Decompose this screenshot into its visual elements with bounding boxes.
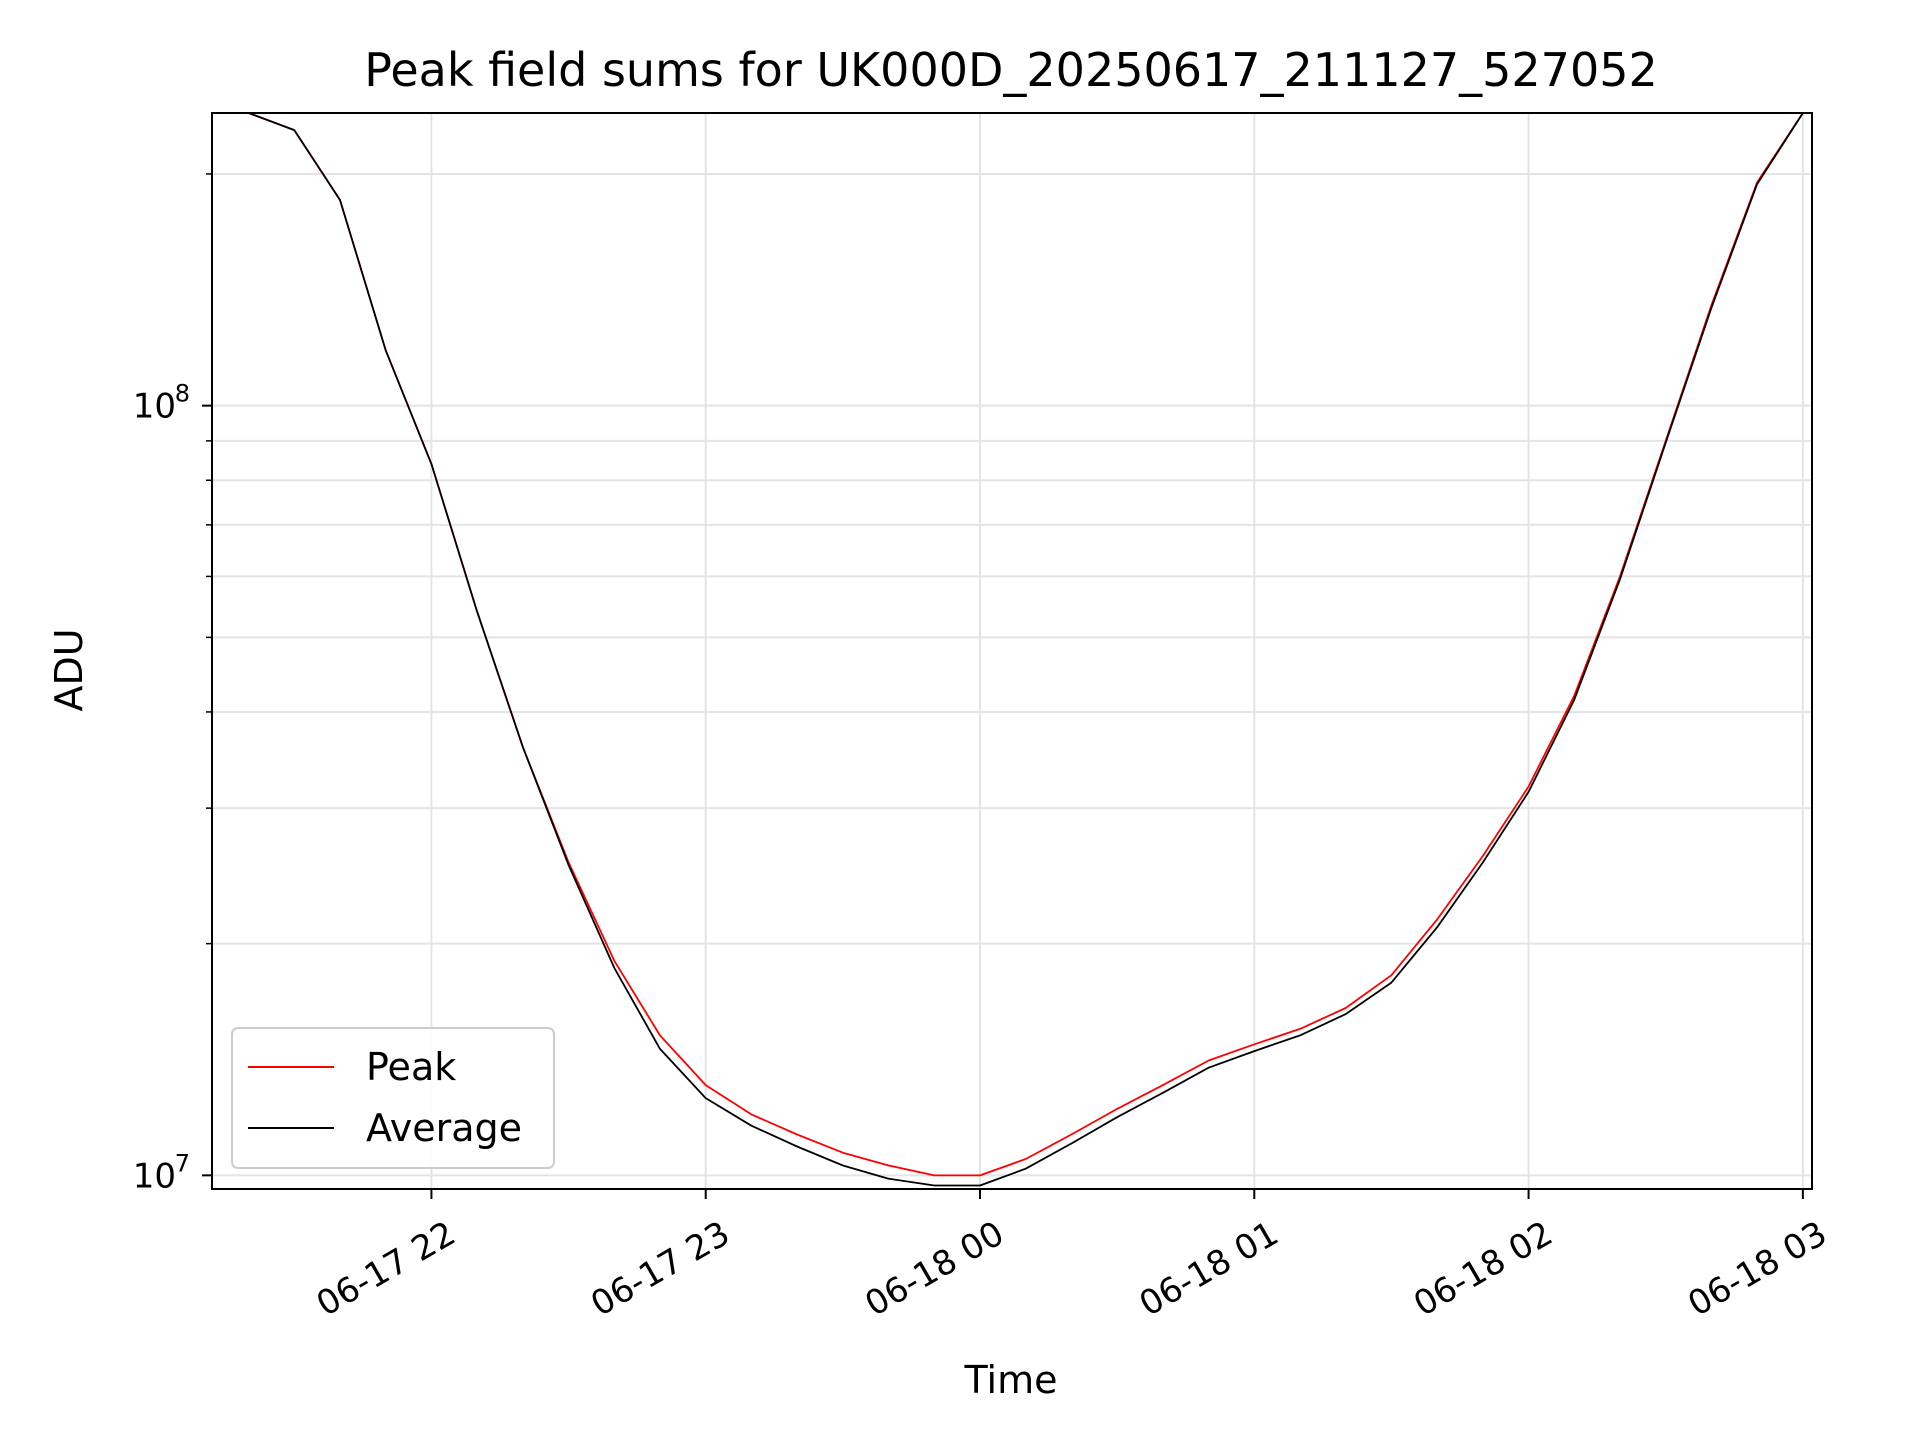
y-tick-label-base: 10 [133,387,176,427]
legend: Peak Average [231,1027,555,1169]
series-line-average [212,113,1812,1187]
plot-frame [211,112,1813,1190]
legend-box [231,1027,555,1169]
series-layer [212,113,1812,1187]
x-axis-label: Time [964,1358,1058,1402]
y-tick-label-base: 10 [133,1156,176,1196]
y-axis-label: ADU [47,628,91,711]
y-tick-label: 10 [133,387,176,427]
chart-title: Peak field sums for UK000D_20250617_2111… [364,43,1658,97]
y-tick-label: 10 [133,1156,176,1196]
y-tick-label-exponent: 7 [175,1149,190,1177]
grid [212,113,1812,1189]
legend-label-average: Average [366,1106,522,1150]
legend-label-peak: Peak [366,1045,456,1089]
y-tick-label-exponent: 8 [175,380,190,408]
